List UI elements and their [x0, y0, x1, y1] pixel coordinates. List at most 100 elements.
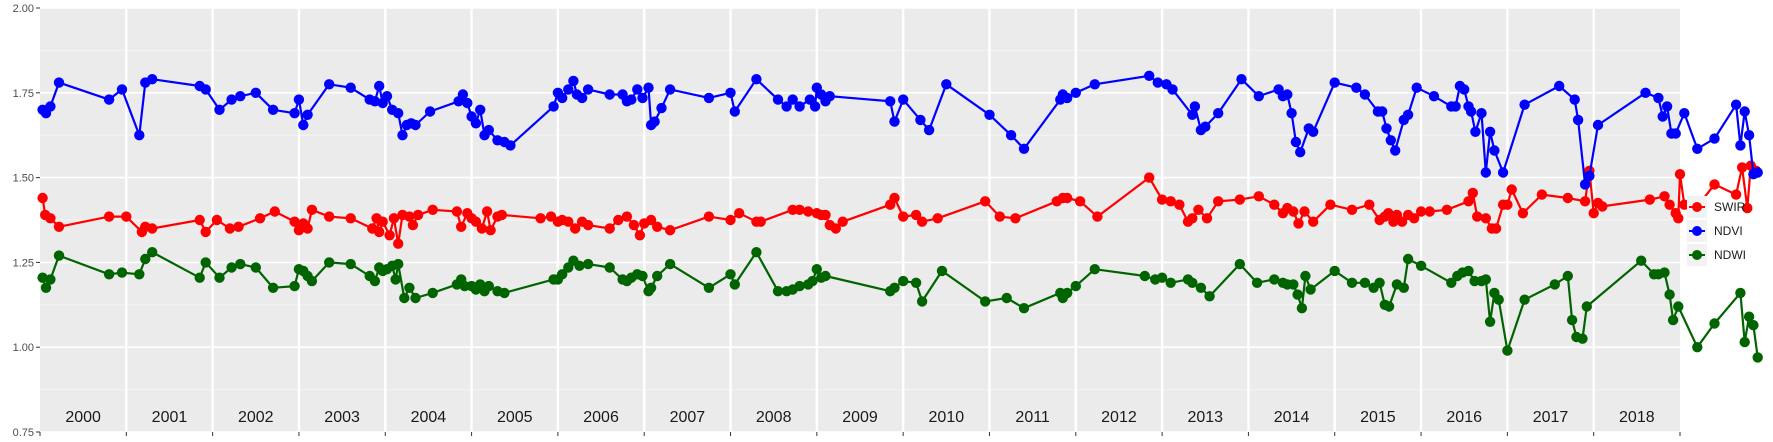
data-point — [898, 211, 909, 222]
data-point — [1742, 202, 1753, 214]
y-tick-label: 1.50 — [13, 173, 34, 185]
data-point — [483, 280, 494, 292]
year-label: 2017 — [1533, 409, 1569, 426]
data-point — [1296, 303, 1308, 314]
data-point — [40, 282, 52, 293]
data-point — [1476, 108, 1487, 119]
data-point — [1018, 143, 1030, 154]
data-point — [397, 130, 408, 141]
data-point — [390, 274, 401, 285]
grid-major — [40, 7, 1680, 433]
data-point — [1305, 284, 1316, 295]
data-point — [916, 216, 928, 227]
data-point — [1286, 108, 1297, 119]
data-point — [729, 106, 740, 117]
data-point — [643, 82, 654, 93]
data-point — [703, 282, 715, 293]
data-point — [475, 104, 486, 116]
data-point — [1193, 204, 1204, 215]
data-point — [1739, 106, 1750, 117]
data-point — [53, 250, 65, 261]
data-point — [794, 204, 805, 215]
data-point — [1743, 130, 1755, 141]
legend-key-point — [1692, 202, 1702, 212]
data-point — [1062, 92, 1073, 104]
data-point — [306, 275, 318, 287]
data-point — [1736, 162, 1748, 173]
data-point — [637, 270, 648, 282]
data-point — [898, 94, 909, 105]
data-point — [1739, 336, 1750, 348]
data-point — [557, 92, 568, 104]
data-point — [293, 94, 305, 105]
data-point — [116, 267, 128, 278]
data-point — [1519, 99, 1530, 110]
data-point — [1661, 101, 1673, 112]
data-point — [1236, 74, 1247, 85]
data-point — [1581, 301, 1593, 312]
data-point — [1752, 167, 1763, 178]
data-point — [147, 223, 158, 234]
data-point — [889, 282, 900, 293]
data-point — [1441, 204, 1453, 215]
data-point — [140, 253, 151, 265]
data-point — [369, 275, 381, 287]
data-point — [1752, 352, 1763, 363]
data-point — [1562, 270, 1574, 282]
data-point — [830, 223, 841, 234]
year-label: 2016 — [1446, 409, 1482, 426]
data-point — [725, 269, 736, 280]
data-point — [980, 296, 991, 307]
data-point — [1562, 192, 1574, 204]
data-point — [1062, 192, 1073, 204]
year-label: 2004 — [411, 409, 447, 426]
data-point — [634, 230, 646, 241]
data-point — [626, 94, 637, 105]
data-point — [374, 226, 385, 238]
data-point — [1152, 77, 1164, 88]
data-point — [369, 96, 381, 107]
data-point — [1415, 260, 1427, 271]
data-point — [1569, 94, 1580, 105]
data-point — [885, 96, 896, 107]
data-point — [1484, 126, 1496, 137]
data-point — [984, 109, 995, 121]
data-point — [1470, 126, 1481, 137]
data-point — [374, 80, 385, 92]
data-point — [214, 104, 225, 116]
data-point — [496, 209, 507, 221]
data-point — [1139, 270, 1151, 282]
data-point — [1383, 208, 1394, 219]
data-point — [1659, 191, 1670, 202]
data-point — [621, 211, 633, 222]
data-point — [1213, 108, 1224, 119]
data-point — [568, 75, 579, 87]
data-point — [910, 277, 922, 288]
data-point — [233, 221, 244, 232]
data-point — [1480, 213, 1492, 224]
data-point — [1664, 199, 1675, 210]
data-point — [476, 223, 488, 234]
data-point — [1463, 196, 1474, 207]
data-point — [772, 286, 784, 297]
data-point — [103, 211, 115, 222]
data-point — [837, 216, 848, 227]
data-point — [604, 262, 615, 273]
data-point — [936, 265, 948, 277]
data-point — [1484, 316, 1496, 327]
data-point — [1667, 314, 1679, 326]
data-point — [1459, 84, 1470, 95]
data-point — [1359, 277, 1371, 288]
data-point — [1253, 191, 1265, 202]
data-point — [226, 94, 237, 105]
data-point — [407, 219, 419, 231]
data-point — [1381, 123, 1392, 134]
data-point — [1679, 108, 1690, 119]
data-point — [1396, 216, 1408, 227]
data-point — [1195, 282, 1207, 293]
data-point — [1664, 289, 1675, 300]
data-point — [499, 287, 510, 299]
year-label: 2012 — [1101, 409, 1137, 426]
data-point — [1383, 301, 1395, 312]
data-point — [1743, 311, 1755, 322]
